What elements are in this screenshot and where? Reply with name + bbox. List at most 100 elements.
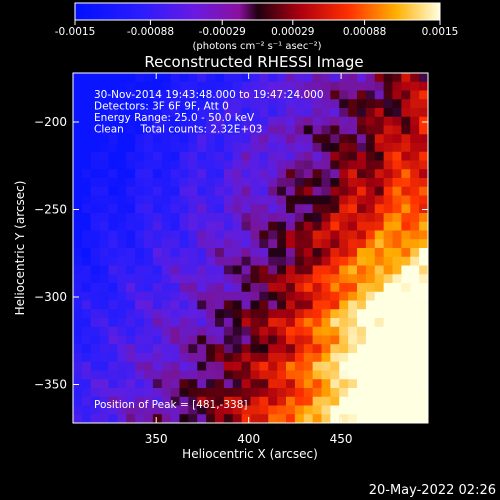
heatmap-cell bbox=[357, 134, 367, 144]
heatmap-cell bbox=[81, 344, 92, 354]
heatmap-cell bbox=[152, 81, 163, 92]
heatmap-cell bbox=[410, 388, 420, 398]
heatmap-cell bbox=[144, 344, 154, 354]
heatmap-cell bbox=[268, 143, 278, 153]
heatmap-cell bbox=[303, 379, 314, 389]
heatmap-cell bbox=[188, 388, 198, 398]
heatmap-cell bbox=[135, 169, 145, 179]
heatmap-cell bbox=[259, 73, 269, 83]
heatmap-cell bbox=[126, 151, 136, 162]
heatmap-cell bbox=[108, 326, 118, 337]
heatmap-cell bbox=[312, 99, 323, 109]
heatmap-cell bbox=[73, 134, 83, 144]
heatmap-cell bbox=[374, 230, 385, 240]
heatmap-cell bbox=[330, 221, 340, 232]
heatmap-cell bbox=[250, 396, 260, 407]
heatmap-cell bbox=[286, 178, 296, 188]
heatmap-cell bbox=[197, 388, 207, 398]
heatmap-cell bbox=[241, 73, 252, 83]
heatmap-cell bbox=[348, 370, 358, 380]
heatmap-cell bbox=[383, 160, 394, 170]
heatmap-cell bbox=[170, 90, 181, 100]
heatmap-cell bbox=[321, 169, 331, 179]
heatmap-cell bbox=[268, 230, 278, 240]
heatmap-cell bbox=[277, 344, 287, 354]
heatmap-cell bbox=[277, 134, 287, 144]
heatmap-cell bbox=[250, 230, 260, 240]
heatmap-cell bbox=[321, 379, 331, 389]
heatmap-cell bbox=[365, 300, 376, 310]
heatmap-cell bbox=[303, 239, 314, 249]
heatmap-cell bbox=[223, 169, 234, 179]
heatmap-cell bbox=[215, 143, 225, 153]
heatmap-cell bbox=[268, 396, 278, 407]
heatmap-cell bbox=[179, 361, 189, 372]
heatmap-cell bbox=[144, 239, 154, 249]
heatmap-cell bbox=[312, 195, 323, 205]
heatmap-cell bbox=[73, 326, 83, 337]
heatmap-cell bbox=[161, 134, 172, 144]
heatmap-cell bbox=[117, 125, 127, 135]
heatmap-cell bbox=[99, 300, 110, 310]
heatmap-cell bbox=[259, 388, 269, 398]
heatmap-cell bbox=[188, 326, 198, 337]
heatmap-cell bbox=[268, 186, 278, 197]
heatmap-cell bbox=[197, 108, 207, 118]
heatmap-cell bbox=[383, 116, 394, 127]
heatmap-cell bbox=[374, 361, 385, 372]
heatmap-cell bbox=[410, 195, 420, 205]
heatmap-cell bbox=[321, 213, 331, 223]
heatmap-cell bbox=[321, 291, 331, 302]
heatmap-cell bbox=[99, 230, 110, 240]
heatmap-cell bbox=[259, 353, 269, 363]
heatmap-cell bbox=[294, 396, 305, 407]
heatmap-cell bbox=[330, 353, 340, 363]
heatmap-cell bbox=[392, 370, 402, 380]
heatmap-cell bbox=[365, 265, 376, 275]
heatmap-cell bbox=[286, 160, 296, 170]
heatmap-cell bbox=[241, 108, 252, 118]
heatmap-cell bbox=[73, 230, 83, 240]
heatmap-cell bbox=[294, 265, 305, 275]
heatmap-cell bbox=[223, 388, 234, 398]
heatmap-cell bbox=[188, 108, 198, 118]
heatmap-cell bbox=[197, 213, 207, 223]
heatmap-cell bbox=[321, 125, 331, 135]
heatmap-cell bbox=[126, 221, 136, 232]
heatmap-cell bbox=[179, 186, 189, 197]
heatmap-cell bbox=[286, 309, 296, 319]
heatmap-cell bbox=[188, 353, 198, 363]
heatmap-cell bbox=[339, 116, 349, 127]
heatmap-cell bbox=[99, 108, 110, 118]
heatmap-cell bbox=[268, 414, 278, 423]
heatmap-cell bbox=[294, 370, 305, 380]
heatmap-cell bbox=[188, 405, 198, 415]
heatmap-cell bbox=[188, 335, 198, 345]
heatmap-cell bbox=[232, 248, 243, 258]
heatmap-cell bbox=[321, 186, 331, 197]
heatmap-cell bbox=[401, 405, 411, 415]
heatmap-cell bbox=[365, 379, 376, 389]
heatmap-cell bbox=[117, 134, 127, 144]
heatmap-cell bbox=[303, 90, 314, 100]
heatmap-cell bbox=[90, 160, 101, 170]
heatmap-cell bbox=[206, 335, 216, 345]
heatmap-cell bbox=[232, 160, 243, 170]
heatmap-cell bbox=[339, 81, 349, 92]
heatmap-cell bbox=[321, 300, 331, 310]
heatmap-cell bbox=[268, 151, 278, 162]
heatmap-cell bbox=[197, 195, 207, 205]
heatmap-cell bbox=[161, 291, 172, 302]
heatmap-cell bbox=[152, 396, 163, 407]
heatmap-cell bbox=[144, 195, 154, 205]
heatmap-cell bbox=[250, 309, 260, 319]
heatmap-cell bbox=[126, 414, 136, 423]
heatmap-cell bbox=[144, 99, 154, 109]
heatmap-cell bbox=[241, 379, 252, 389]
heatmap-cell bbox=[179, 283, 189, 293]
heatmap-cell bbox=[161, 300, 172, 310]
heatmap-cell bbox=[392, 309, 402, 319]
heatmap-cell bbox=[357, 248, 367, 258]
heatmap-cell bbox=[321, 151, 331, 162]
heatmap-cell bbox=[312, 73, 323, 83]
